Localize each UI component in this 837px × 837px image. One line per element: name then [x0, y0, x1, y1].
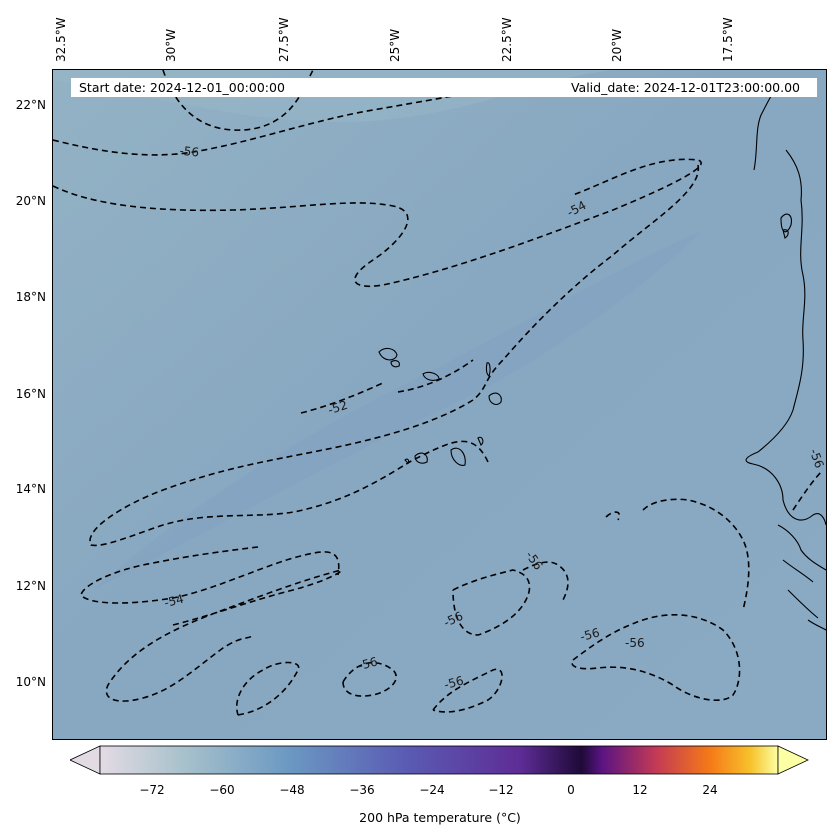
coastline-west-sahara-islands: [780, 213, 792, 239]
lon-label-25w: 25°W: [388, 28, 402, 62]
lat-label-18n: 18°N: [15, 290, 46, 304]
contour-minus54-upper-west: [53, 158, 702, 287]
contour-label-minus54-b: -54: [163, 592, 185, 610]
colorbar-tick-24: 24: [702, 783, 718, 797]
cabo-verde-boa-vista: [488, 392, 502, 405]
cabo-verde-sal: [485, 362, 491, 377]
cabo-verde-brava: [404, 458, 410, 464]
lat-label-12n: 12°N: [15, 579, 46, 593]
coastline-guinea-coast: [777, 524, 826, 631]
contour-label-minus56-a: -56: [179, 144, 200, 160]
cabo-verde-santo-antao: [378, 347, 398, 361]
contour-label-minus52: -52: [326, 398, 349, 417]
contour-minus56-coast: [792, 469, 824, 511]
colorbar-extend-high: [777, 745, 809, 775]
contour-minus56-southeast: [522, 561, 741, 701]
cabo-verde-fogo: [414, 452, 428, 464]
cabo-verde-santiago: [450, 447, 466, 466]
colorbar-tick-0: 0: [567, 783, 575, 797]
lat-label-22n: 22°N: [15, 98, 46, 112]
lon-label-22-5w: 22.5°W: [500, 17, 514, 62]
valid-date-label: Valid_date: 2024-12-01T23:00:00.00: [570, 80, 800, 95]
contour-minus54-southwest: [105, 569, 342, 702]
cabo-verde-maio: [477, 436, 484, 446]
colorbar-tick-minus48: −48: [279, 783, 305, 797]
contour-minus52: [300, 359, 474, 414]
colorbar-extend-low: [70, 745, 101, 775]
colorbar-tick-minus24: −24: [419, 783, 445, 797]
lat-label-10n: 10°N: [15, 675, 46, 689]
lat-label-14n: 14°N: [15, 482, 46, 496]
lon-label-20w: 20°W: [610, 28, 624, 62]
contour-label-minus56-e: -56: [625, 636, 645, 650]
colorbar-tick-minus12: −12: [488, 783, 514, 797]
colorbar: [70, 745, 809, 775]
contour-label-minus56-h: -56: [807, 447, 826, 470]
contour-lines: [53, 70, 824, 716]
lon-label-30w: 30°W: [164, 28, 178, 62]
temperature-field: [53, 70, 826, 739]
lat-label-16n: 16°N: [15, 387, 46, 401]
contour-minus56-south-4: [452, 569, 531, 636]
contour-minus56-south-3: [432, 668, 503, 713]
lon-label-27-5w: 27.5°W: [277, 17, 291, 62]
colorbar-tick-minus60: −60: [209, 783, 235, 797]
map-canvas: -56 -54 -52 -54 -56 -56 -56 -56 -56 -56 …: [53, 70, 826, 739]
contour-minus56-east: [605, 498, 750, 611]
cabo-verde-sao-vicente: [390, 360, 400, 368]
temperature-field-cool-band: [93, 230, 703, 590]
cabo-verde-sao-nicolau: [422, 371, 440, 381]
colorbar-label: 200 hPa temperature (°C): [359, 810, 521, 825]
colorbar-graphic: [70, 745, 809, 775]
contour-minus54-lower: [80, 546, 340, 604]
lon-label-32-5w: 32.5°W: [54, 17, 68, 62]
start-date-label: Start date: 2024-12-01_00:00:00: [71, 78, 817, 97]
contour-minus56-south-2: [342, 661, 397, 697]
map-panel: -56 -54 -52 -54 -56 -56 -56 -56 -56 -56 …: [52, 69, 827, 740]
contour-minus56-north: [53, 91, 474, 156]
colorbar-tick-minus36: −36: [349, 783, 375, 797]
lat-label-20n: 20°N: [15, 194, 46, 208]
colorbar-body: [99, 745, 779, 775]
contour-label-minus56-g: -56: [443, 673, 466, 692]
contour-label-minus56-d: -56: [579, 625, 602, 644]
contour-label-minus56-f: -56: [357, 654, 380, 673]
colorbar-tick-12: 12: [632, 783, 648, 797]
colorbar-tick-minus72: −72: [139, 783, 165, 797]
lon-label-17-5w: 17.5°W: [721, 17, 735, 62]
